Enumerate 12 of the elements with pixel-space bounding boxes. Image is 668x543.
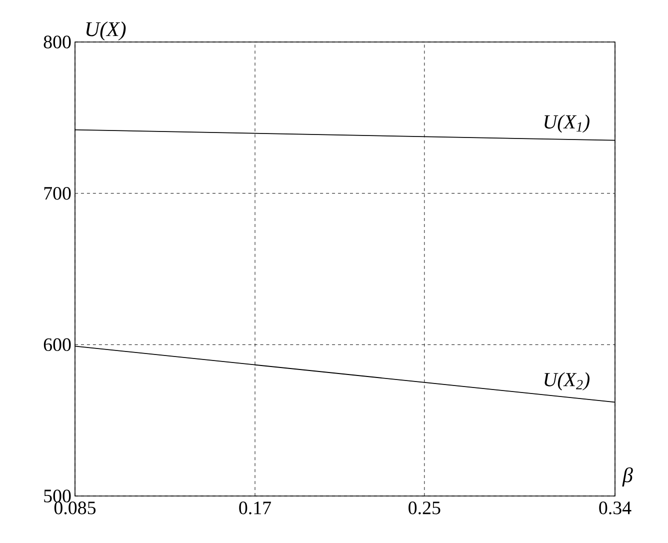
x-axis-title: β xyxy=(622,467,633,486)
y-tick-label: 600 xyxy=(44,338,71,352)
y-tick-label: 800 xyxy=(44,36,71,48)
x-tick-label: 0.085 xyxy=(54,502,96,514)
y-tick-label: 700 xyxy=(44,186,71,200)
series-label: U(X$_{1}$) xyxy=(544,114,590,133)
x-tick-label: 0.17 xyxy=(239,502,272,514)
series-label: U(X$_{2}$) xyxy=(544,372,590,390)
x-tick-label: 0.25 xyxy=(408,502,440,514)
y-tick-label: 500 xyxy=(44,490,71,502)
y-axis-title: U(X) xyxy=(86,22,126,40)
x-tick-label: 0.34 xyxy=(599,502,632,514)
